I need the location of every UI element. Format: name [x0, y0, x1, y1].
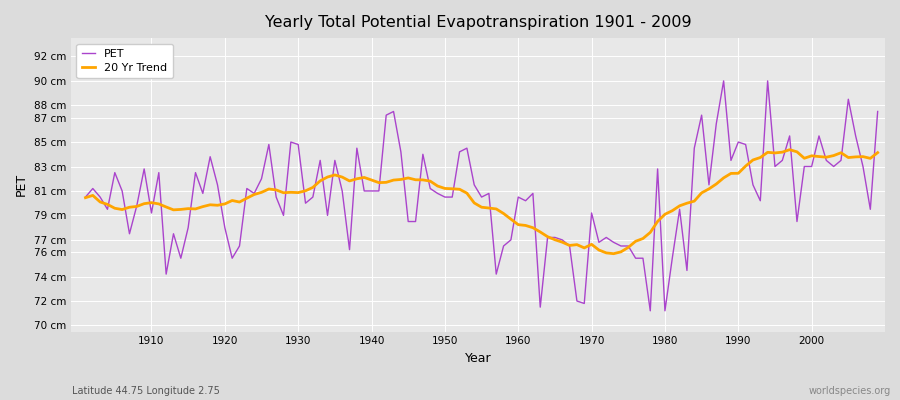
20 Yr Trend — [872, 150, 883, 155]
X-axis label: Year: Year — [464, 352, 491, 365]
PET — [645, 308, 656, 313]
20 Yr Trend — [601, 250, 612, 255]
20 Yr Trend — [513, 222, 524, 227]
20 Yr Trend — [608, 251, 619, 256]
Legend: PET, 20 Yr Trend: PET, 20 Yr Trend — [76, 44, 173, 78]
20 Yr Trend — [139, 201, 149, 206]
PET — [300, 201, 310, 206]
Text: worldspecies.org: worldspecies.org — [809, 386, 891, 396]
20 Yr Trend — [80, 195, 91, 200]
PET — [344, 247, 355, 252]
Text: Latitude 44.75 Longitude 2.75: Latitude 44.75 Longitude 2.75 — [72, 386, 220, 396]
Line: PET: PET — [86, 81, 878, 311]
Title: Yearly Total Potential Evapotranspiration 1901 - 2009: Yearly Total Potential Evapotranspiratio… — [265, 15, 691, 30]
Line: 20 Yr Trend: 20 Yr Trend — [86, 150, 878, 254]
PET — [506, 238, 517, 242]
Y-axis label: PET: PET — [15, 173, 28, 196]
PET — [139, 166, 149, 171]
20 Yr Trend — [300, 188, 310, 193]
PET — [601, 235, 612, 240]
PET — [718, 78, 729, 83]
PET — [80, 195, 91, 200]
20 Yr Trend — [784, 147, 795, 152]
20 Yr Trend — [506, 217, 517, 222]
PET — [513, 195, 524, 200]
PET — [872, 109, 883, 114]
20 Yr Trend — [344, 178, 355, 183]
